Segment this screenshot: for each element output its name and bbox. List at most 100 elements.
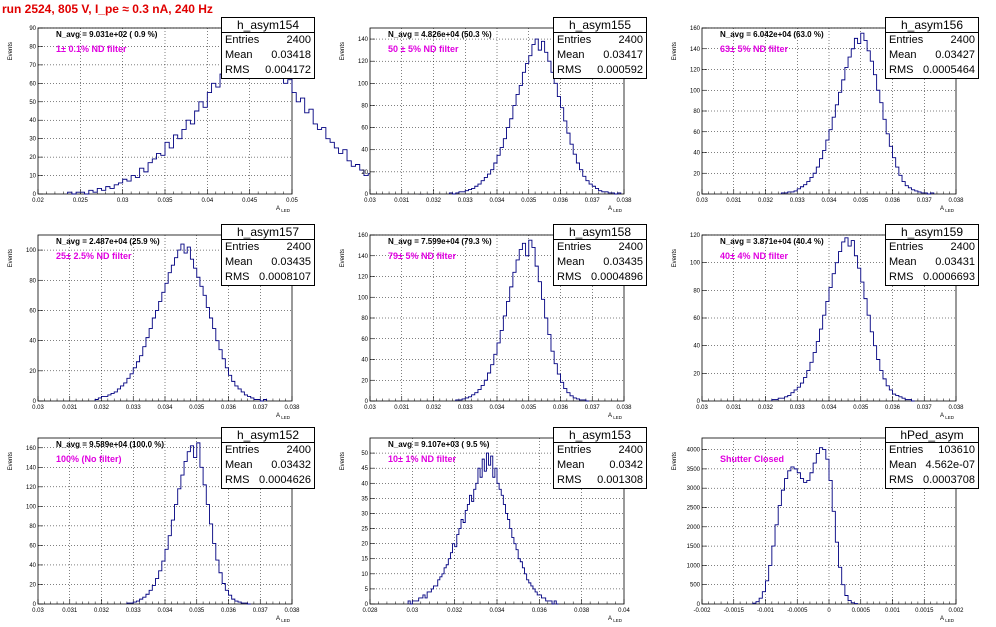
x-tick-label: 0.04 — [201, 198, 213, 204]
stats-title: h_asym155 — [554, 18, 646, 33]
y-tick-label: 100 — [358, 81, 369, 87]
histogram-bin — [309, 109, 313, 194]
y-tick-label: 60 — [693, 130, 700, 136]
y-axis-label: Events — [672, 249, 678, 267]
x-tick-label: 0.033 — [458, 198, 474, 204]
filter-label: 79± 5% ND filter — [388, 251, 456, 261]
y-tick-label: 80 — [693, 109, 700, 115]
y-tick-label: 45 — [361, 466, 368, 472]
navg-label: N_avg = 9.589e+04 (100.0 %) — [56, 440, 164, 449]
y-tick-label: 40 — [29, 118, 36, 124]
x-tick-label: 0.037 — [585, 405, 601, 411]
x-tick-label: 0.03 — [32, 608, 44, 614]
y-tick-label: 100 — [690, 88, 701, 94]
y-tick-label: 160 — [690, 26, 701, 32]
y-tick-label: 120 — [26, 485, 37, 491]
navg-label: N_avg = 9.031e+02 ( 0.9 %) — [56, 30, 158, 39]
y-tick-label: 50 — [361, 451, 368, 457]
y-tick-label: 30 — [29, 137, 36, 143]
x-tick-label: 0.038 — [616, 198, 632, 204]
x-tick-label: 0.045 — [242, 198, 258, 204]
y-tick-label: 80 — [361, 316, 368, 322]
stats-rms-value: 0.0005464 — [923, 63, 975, 78]
y-tick-label: 60 — [29, 81, 36, 87]
y-tick-label: 20 — [29, 155, 36, 161]
stats-rms-label: RMS — [225, 473, 249, 488]
y-tick-label: 40 — [361, 481, 368, 487]
y-tick-label: 35 — [361, 496, 368, 502]
stats-title: h_asym159 — [886, 225, 978, 240]
y-tick-label: 5 — [365, 587, 369, 593]
x-tick-label: 0.038 — [616, 405, 632, 411]
stats-title: h_asym157 — [222, 225, 314, 240]
stats-rms-label: RMS — [889, 270, 913, 285]
y-tick-label: 80 — [361, 103, 368, 109]
stats-mean-label: Mean — [889, 458, 917, 473]
y-tick-label: 70 — [29, 63, 36, 69]
stats-mean-value: 0.03418 — [271, 48, 311, 63]
x-tick-label: 0.033 — [790, 198, 806, 204]
x-tick-label: 0.03 — [696, 405, 708, 411]
stats-entries-label: Entries — [889, 240, 923, 255]
x-tick-label: 0.03 — [117, 198, 129, 204]
x-tick-label: 0.002 — [948, 608, 964, 614]
stats-mean-label: Mean — [225, 255, 253, 270]
y-axis-label: Events — [8, 249, 14, 267]
y-tick-label: 40 — [693, 151, 700, 157]
y-axis-label: Events — [672, 452, 678, 470]
stats-entries-value: 2400 — [619, 240, 643, 255]
x-tick-label: 0.034 — [157, 608, 173, 614]
x-tick-label: -0.0015 — [724, 608, 745, 614]
y-tick-label: 1000 — [687, 563, 701, 569]
y-tick-label: 20 — [693, 371, 700, 377]
x-tick-label: 0.034 — [821, 405, 837, 411]
x-tick-label: 0.001 — [885, 608, 901, 614]
stats-mean-label: Mean — [557, 48, 585, 63]
filter-label: 10± 1% ND filter — [388, 454, 456, 464]
x-tick-label: 0.036 — [885, 198, 901, 204]
x-tick-label: 0.036 — [532, 608, 548, 614]
y-tick-label: 80 — [693, 288, 700, 294]
x-tick-label: 0.033 — [458, 405, 474, 411]
x-tick-label: 0.033 — [126, 405, 142, 411]
stats-rms-label: RMS — [889, 473, 913, 488]
filter-label: 40± 4% ND filter — [720, 251, 788, 261]
stats-rms-label: RMS — [889, 63, 913, 78]
y-axis-label: Events — [340, 42, 346, 60]
stats-entries-value: 2400 — [619, 33, 643, 48]
y-tick-label: 3500 — [687, 467, 701, 473]
y-tick-label: 80 — [29, 524, 36, 530]
x-tick-label: 0.037 — [917, 405, 933, 411]
x-axis-label: A LED — [608, 413, 623, 420]
stats-mean-value: 0.03435 — [603, 255, 643, 270]
stats-mean-value: 0.03417 — [603, 48, 643, 63]
stats-entries-label: Entries — [225, 33, 259, 48]
x-tick-label: 0.038 — [284, 405, 300, 411]
x-tick-label: 0.028 — [362, 608, 378, 614]
stats-mean-label: Mean — [225, 48, 253, 63]
x-tick-label: 0.05 — [286, 198, 298, 204]
y-tick-label: 20 — [29, 582, 36, 588]
x-tick-label: 0.03 — [32, 405, 44, 411]
y-tick-label: 20 — [361, 542, 368, 548]
stats-mean-value: 0.03427 — [935, 48, 975, 63]
x-tick-label: 0.035 — [189, 405, 205, 411]
y-tick-label: 100 — [690, 261, 701, 267]
x-tick-label: 0.04 — [618, 608, 630, 614]
y-tick-label: 40 — [693, 344, 700, 350]
stats-rms-label: RMS — [557, 270, 581, 285]
x-tick-label: 0.036 — [553, 405, 569, 411]
